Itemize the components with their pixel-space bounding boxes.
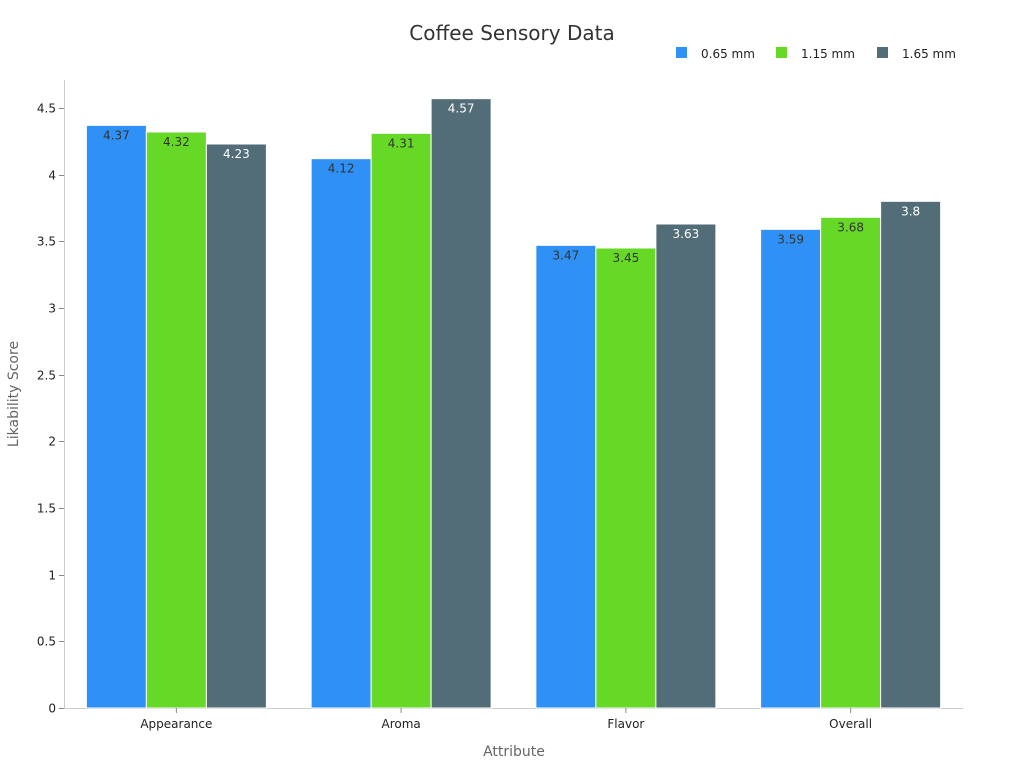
bar[interactable] <box>820 216 882 709</box>
legend-label: 1.15 mm <box>801 47 855 61</box>
y-tick-label: 2 <box>48 435 56 449</box>
data-label: 3.59 <box>777 232 804 246</box>
x-tick-label: Appearance <box>140 717 212 731</box>
y-axis-ticks: 0 0.5 1 1.5 2 2.5 3 3.5 4 4.5 <box>37 102 64 716</box>
y-tick-label: 3.5 <box>37 235 56 249</box>
data-label: 4.57 <box>448 102 475 116</box>
y-tick-label: 1.5 <box>37 502 56 516</box>
y-tick-label: 0 <box>48 702 56 716</box>
y-tick-label: 3 <box>48 302 56 316</box>
legend-item[interactable]: 1.65 mm <box>877 47 956 61</box>
legend-item[interactable]: 0.65 mm <box>676 47 755 61</box>
bar[interactable] <box>310 158 372 709</box>
bar[interactable] <box>655 223 717 709</box>
x-tick-label: Flavor <box>607 717 644 731</box>
x-axis-ticks: Appearance Aroma Flavor Overall <box>140 708 872 731</box>
y-tick-label: 1 <box>48 569 56 583</box>
y-tick-label: 4 <box>48 169 56 183</box>
data-label: 3.8 <box>901 204 920 218</box>
bar[interactable] <box>370 132 432 709</box>
x-tick-label: Aroma <box>381 717 420 731</box>
legend-label: 1.65 mm <box>902 47 956 61</box>
x-axis-title: Attribute <box>483 744 545 760</box>
legend-swatch <box>776 47 787 58</box>
legend-item[interactable]: 1.15 mm <box>776 47 855 61</box>
data-label: 4.37 <box>103 128 130 142</box>
data-label: 4.31 <box>388 136 415 150</box>
x-tick-label: Overall <box>829 717 872 731</box>
data-label: 4.23 <box>223 147 250 161</box>
bar[interactable] <box>760 228 822 709</box>
bar[interactable] <box>430 98 492 709</box>
y-axis-title: Likability Score <box>6 341 22 447</box>
data-label: 3.45 <box>613 251 640 265</box>
legend: 0.65 mm 1.15 mm 1.65 mm <box>676 47 956 61</box>
data-label: 3.47 <box>553 248 580 262</box>
bar[interactable] <box>535 244 597 709</box>
legend-swatch <box>676 47 687 58</box>
chart-title: Coffee Sensory Data <box>409 21 614 45</box>
data-label: 3.68 <box>837 220 864 234</box>
data-label: 3.63 <box>673 227 700 241</box>
data-label: 4.32 <box>163 135 190 149</box>
bar[interactable] <box>205 143 267 709</box>
legend-label: 0.65 mm <box>701 47 755 61</box>
bar[interactable] <box>880 200 942 709</box>
bar[interactable] <box>145 131 207 709</box>
bar[interactable] <box>85 124 147 709</box>
y-tick-label: 4.5 <box>37 102 56 116</box>
legend-swatch <box>877 47 888 58</box>
data-labels-group: 4.37 4.32 4.23 4.12 4.31 4.57 3.47 3.45 3.63 3.59… <box>103 102 920 265</box>
y-tick-label: 0.5 <box>37 635 56 649</box>
y-tick-label: 2.5 <box>37 369 56 383</box>
bar[interactable] <box>595 247 657 709</box>
data-label: 4.12 <box>328 162 355 176</box>
bars-group <box>85 98 942 709</box>
